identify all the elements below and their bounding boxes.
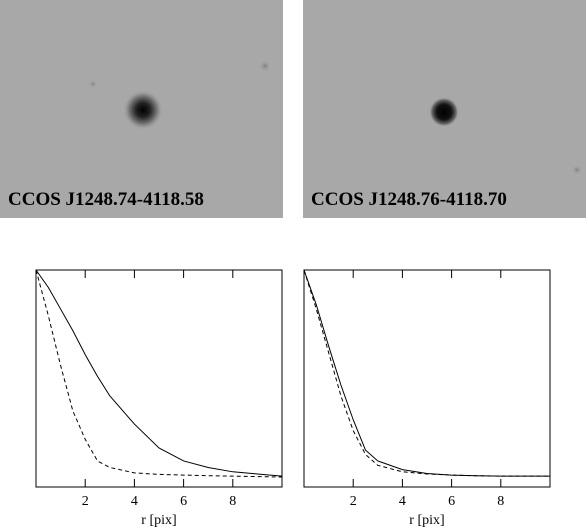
x-tick-label: 4 bbox=[131, 494, 138, 509]
x-tick-label: 4 bbox=[399, 494, 406, 509]
profile-line bbox=[303, 269, 550, 477]
profile-line bbox=[35, 269, 283, 477]
x-tick-label: 6 bbox=[448, 494, 455, 509]
axes-frame bbox=[303, 269, 551, 488]
profile-line bbox=[35, 269, 283, 478]
image-label: CCOS J1248.74-4118.58 bbox=[8, 189, 204, 210]
x-tick-label: 2 bbox=[82, 494, 89, 509]
x-axis-label: r [pix] bbox=[409, 513, 444, 528]
profile-line bbox=[303, 269, 550, 477]
x-tick-label: 6 bbox=[180, 494, 187, 509]
x-tick-label: 8 bbox=[229, 494, 236, 509]
x-tick-label: 2 bbox=[350, 494, 357, 509]
x-tick-label: 8 bbox=[497, 494, 504, 509]
axes-frame bbox=[35, 269, 283, 488]
image-panel: CCOS J1248.76-4118.70 bbox=[303, 0, 586, 218]
image-label: CCOS J1248.76-4118.70 bbox=[311, 189, 507, 210]
x-axis-label: r [pix] bbox=[141, 513, 176, 528]
image-panel: CCOS J1248.74-4118.58 bbox=[0, 0, 283, 218]
